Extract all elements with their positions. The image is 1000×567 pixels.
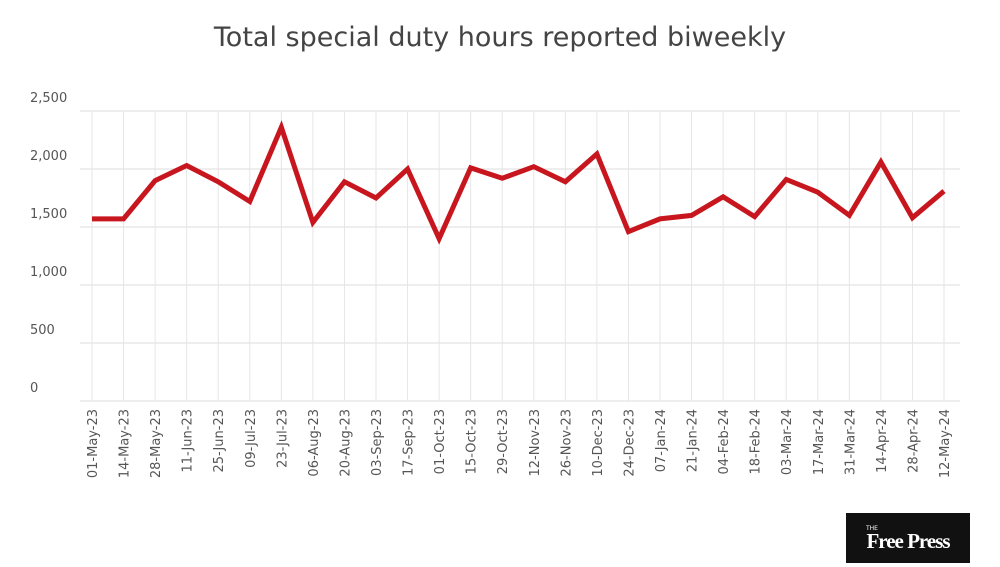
- y-tick-label: 1,500: [30, 207, 67, 222]
- x-tick-label: 21-Jan-24: [686, 409, 701, 472]
- y-tick-label: 500: [30, 323, 55, 338]
- x-tick-label: 12-May-24: [938, 409, 953, 478]
- x-tick-label: 04-Feb-24: [717, 409, 732, 474]
- logo-small: THE: [865, 525, 878, 532]
- x-tick-label: 23-Jul-23: [275, 409, 290, 468]
- x-tick-label: 03-Mar-24: [780, 409, 795, 475]
- y-tick-label: 2,500: [30, 91, 67, 106]
- x-tick-label: 29-Oct-23: [496, 409, 511, 474]
- y-tick-label: 1,000: [30, 265, 67, 280]
- x-tick-label: 11-Jun-23: [181, 409, 196, 473]
- logo: THE Free Press: [846, 513, 970, 563]
- x-tick-label: 18-Feb-24: [749, 409, 764, 474]
- x-tick-label: 17-Sep-23: [402, 409, 417, 476]
- x-tick-label: 10-Dec-23: [591, 409, 606, 477]
- x-tick-label: 07-Jan-24: [654, 409, 669, 472]
- x-tick-label: 01-Oct-23: [433, 409, 448, 474]
- chart-title: Total special duty hours reported biweek…: [213, 22, 786, 53]
- logo-background: [846, 513, 970, 563]
- x-tick-label: 28-Apr-24: [906, 409, 921, 473]
- x-tick-label: 20-Aug-23: [338, 409, 353, 477]
- x-tick-label: 31-Mar-24: [843, 409, 858, 475]
- x-tick-label: 28-May-23: [149, 409, 164, 478]
- x-tick-label: 06-Aug-23: [307, 409, 322, 477]
- x-tick-label: 15-Oct-23: [465, 409, 480, 474]
- y-tick-label: 0: [30, 381, 38, 396]
- y-tick-label: 2,000: [30, 149, 67, 164]
- x-tick-label: 17-Mar-24: [812, 409, 827, 475]
- x-tick-label: 14-May-23: [118, 409, 133, 478]
- x-tick-label: 25-Jun-23: [212, 409, 227, 473]
- x-tick-label: 01-May-23: [86, 409, 101, 478]
- x-tick-label: 03-Sep-23: [370, 409, 385, 476]
- x-tick-label: 12-Nov-23: [528, 409, 543, 477]
- x-tick-label: 14-Apr-24: [875, 409, 890, 473]
- line: [92, 120, 946, 245]
- x-tick-label: 26-Nov-23: [559, 409, 574, 477]
- logo-name: Free Press: [866, 529, 950, 553]
- x-tick-label: 24-Dec-23: [622, 409, 637, 477]
- x-tick-label: 09-Jul-23: [244, 409, 259, 468]
